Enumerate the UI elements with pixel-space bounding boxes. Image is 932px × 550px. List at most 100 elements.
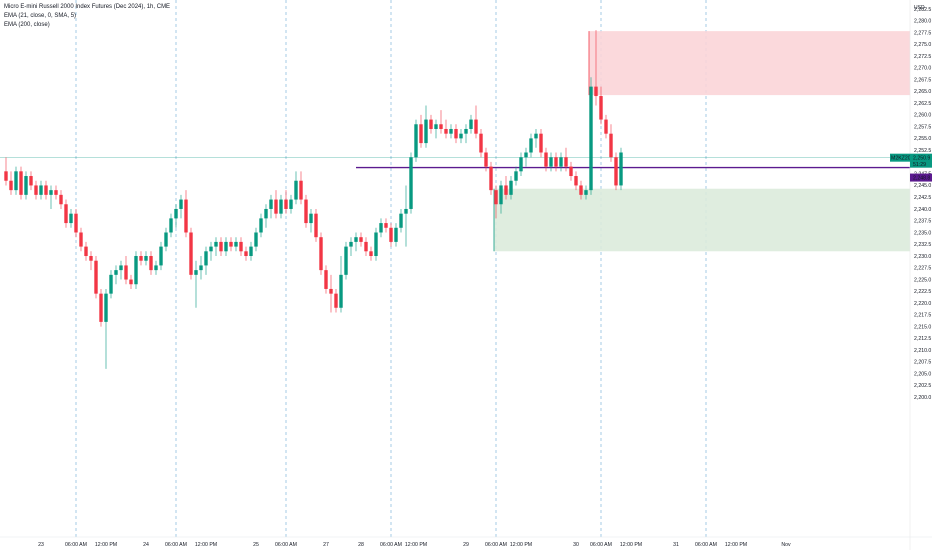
candle[interactable] (569, 161, 573, 181)
candle[interactable] (84, 241, 88, 261)
candle[interactable] (424, 105, 428, 148)
candle[interactable] (599, 86, 603, 125)
candle[interactable] (334, 288, 338, 313)
candle[interactable] (309, 208, 313, 233)
candle[interactable] (389, 223, 393, 247)
candle[interactable] (159, 241, 163, 271)
candle[interactable] (289, 194, 293, 214)
candle[interactable] (239, 237, 243, 257)
candle[interactable] (579, 180, 583, 200)
candle[interactable] (449, 124, 453, 139)
candle[interactable] (89, 251, 93, 271)
candle[interactable] (349, 237, 353, 257)
candle[interactable] (519, 152, 523, 177)
candle[interactable] (154, 260, 158, 275)
legend-ema-200[interactable]: EMA (200, close) (4, 22, 50, 28)
candle[interactable] (574, 171, 578, 191)
candle[interactable] (379, 218, 383, 238)
candle[interactable] (204, 246, 208, 275)
candle[interactable] (594, 30, 598, 106)
candle[interactable] (219, 237, 223, 257)
price-axis[interactable]: 2,282.5 2,280.0 2,277.5 2,275.0 2,272.5 2,270… (914, 7, 931, 401)
candle[interactable] (374, 227, 378, 261)
candle[interactable] (454, 124, 458, 144)
candle[interactable] (139, 251, 143, 266)
candle[interactable] (234, 237, 238, 252)
candle[interactable] (314, 208, 318, 242)
candle[interactable] (524, 147, 528, 167)
candle[interactable] (494, 185, 498, 219)
candle[interactable] (179, 194, 183, 219)
candle[interactable] (49, 185, 53, 209)
candle[interactable] (304, 194, 308, 228)
candle[interactable] (499, 180, 503, 214)
candle[interactable] (109, 270, 113, 299)
candle[interactable] (214, 237, 218, 257)
chart-legend[interactable]: Micro E-mini Russell 2000 Index Futures … (4, 3, 170, 30)
candle[interactable] (484, 147, 488, 172)
candle[interactable] (34, 180, 38, 200)
candle[interactable] (469, 114, 473, 134)
candle[interactable] (124, 256, 128, 285)
candle[interactable] (14, 166, 18, 195)
candle[interactable] (614, 152, 618, 191)
time-axis[interactable]: 23 06:00 AM 12:00 PM 24 06:00 AM 12:00 PM 25 06… (38, 542, 791, 548)
candle[interactable] (184, 190, 188, 238)
candle[interactable] (149, 251, 153, 275)
candle[interactable] (54, 185, 58, 200)
candle[interactable] (269, 194, 273, 219)
candle[interactable] (619, 147, 623, 191)
candle[interactable] (59, 190, 63, 209)
candle[interactable] (559, 152, 563, 172)
candle[interactable] (584, 185, 588, 200)
candle[interactable] (79, 227, 83, 252)
candle[interactable] (249, 241, 253, 261)
candle[interactable] (394, 223, 398, 247)
candle[interactable] (369, 246, 373, 261)
candle[interactable] (284, 190, 288, 214)
candle[interactable] (199, 256, 203, 280)
candle[interactable] (209, 241, 213, 261)
candle[interactable] (294, 171, 298, 205)
candle[interactable] (514, 166, 518, 186)
candle[interactable] (114, 265, 118, 285)
candle[interactable] (129, 274, 133, 289)
candle[interactable] (364, 237, 368, 257)
legend-title[interactable]: Micro E-mini Russell 2000 Index Futures … (4, 4, 171, 10)
candle[interactable] (319, 232, 323, 275)
candle[interactable] (189, 227, 193, 280)
legend-ema-21[interactable]: EMA (21, close, 0, SMA, 5) (4, 13, 77, 19)
candle[interactable] (509, 176, 513, 200)
candle[interactable] (409, 152, 413, 214)
candle[interactable] (459, 128, 463, 144)
candle[interactable] (244, 246, 248, 261)
candle[interactable] (404, 185, 408, 247)
candle[interactable] (119, 260, 123, 280)
candle[interactable] (29, 171, 33, 191)
candle[interactable] (264, 204, 268, 228)
candle[interactable] (99, 288, 103, 327)
candle[interactable] (534, 128, 538, 148)
candle[interactable] (474, 105, 478, 139)
candle[interactable] (94, 256, 98, 299)
candle[interactable] (229, 237, 233, 252)
candle[interactable] (384, 218, 388, 233)
candle[interactable] (359, 232, 363, 247)
candle[interactable] (564, 147, 568, 172)
candle[interactable] (414, 119, 418, 162)
candle[interactable] (279, 194, 283, 219)
candle[interactable] (419, 114, 423, 148)
candle[interactable] (174, 204, 178, 228)
candle[interactable] (164, 227, 168, 252)
candle[interactable] (399, 208, 403, 233)
candle[interactable] (554, 152, 558, 172)
candle[interactable] (104, 288, 108, 369)
candle[interactable] (339, 256, 343, 313)
candle[interactable] (69, 208, 73, 228)
candle[interactable] (194, 260, 198, 308)
candle[interactable] (344, 241, 348, 280)
candle[interactable] (439, 110, 443, 134)
candle[interactable] (529, 133, 533, 158)
candle[interactable] (434, 119, 438, 139)
